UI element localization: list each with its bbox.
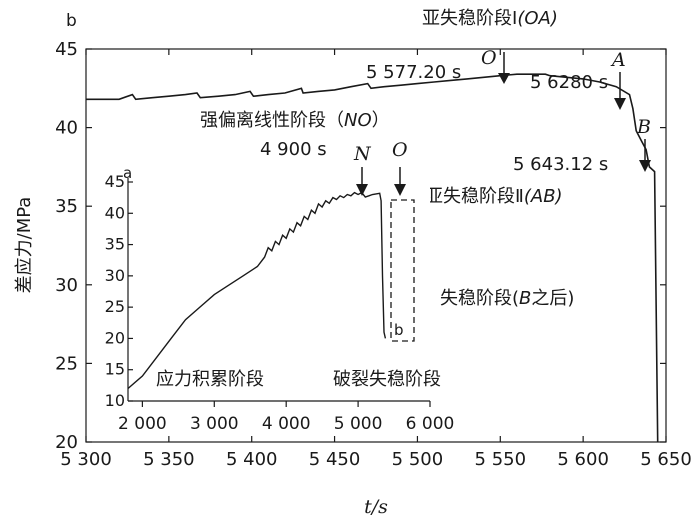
- inset-zoom-box-label: b: [394, 321, 404, 339]
- region-label-rupture-instability: 破裂失稳阶段: [333, 369, 441, 390]
- x-axis-title: t/s: [364, 496, 388, 518]
- annotation-time-n: 4 900 s: [260, 139, 327, 160]
- main-x-tick-label: 5 400: [226, 449, 278, 470]
- panel-label-a: a: [123, 164, 132, 182]
- inset-series-line: [127, 191, 387, 390]
- main-y-tick-label: 40: [55, 118, 78, 139]
- inset-axis-ticks: [128, 181, 431, 407]
- annotation-time-o: 5 577.20 s: [366, 62, 461, 83]
- arrow-inset-o-head: [394, 184, 406, 196]
- annotation-sub-instability-2: 亚失稳阶段Ⅱ(AB): [425, 186, 563, 207]
- region-label-stress-accumulation: 应力积累阶段: [156, 369, 264, 390]
- main-x-tick-label: 5 600: [557, 449, 609, 470]
- main-y-tick-label: 35: [55, 196, 78, 217]
- main-axis-tick-labels: 5 300 5 350 5 400 5 450 5 500 5 550 5 600 5 650…: [55, 39, 692, 470]
- y-axis-title: 差应力/MPa: [14, 197, 35, 294]
- point-label-b: B: [636, 116, 651, 138]
- inset-background: [128, 178, 430, 398]
- main-y-tick-label: 20: [55, 432, 78, 453]
- main-axis-ticks: [85, 48, 667, 443]
- main-x-tick-label: 5 450: [309, 449, 361, 470]
- main-x-tick-label: 5 350: [143, 449, 195, 470]
- inset-y-tick-label: 20: [105, 328, 125, 347]
- main-y-tick-label: 30: [55, 275, 78, 296]
- panel-label-b: b: [66, 11, 77, 31]
- main-y-tick-label: 45: [55, 39, 78, 60]
- inset-y-tick-label: 40: [105, 203, 125, 222]
- main-x-tick-label: 5 650: [640, 449, 692, 470]
- inset-y-tick-label: 30: [105, 266, 125, 285]
- arrow-b-head: [639, 160, 651, 172]
- annotation-time-b: 5 643.12 s: [513, 154, 608, 175]
- inset-y-tick-label: 10: [105, 391, 125, 410]
- inset-point-label-n: N: [353, 143, 372, 165]
- inset-y-tick-label: 35: [105, 235, 125, 254]
- main-x-tick-label: 5 550: [475, 449, 527, 470]
- inset-plot: 2 000 3 000 4 000 5 000 6 000 10 15 20 25 30 35 40 4…: [105, 139, 455, 434]
- annotation-instability: 失稳阶段(B之后): [440, 288, 574, 309]
- inset-y-tick-label: 15: [105, 360, 125, 379]
- inset-x-tick-label: 6 000: [406, 414, 455, 434]
- arrow-o-head: [498, 73, 510, 84]
- inset-x-tick-label: 5 000: [334, 414, 383, 434]
- point-label-o: O: [481, 47, 497, 69]
- inset-axis-tick-labels: 2 000 3 000 4 000 5 000 6 000 10 15 20 25 30 35 40 4…: [105, 172, 455, 434]
- inset-x-tick-label: 2 000: [118, 414, 167, 434]
- arrow-a-head: [614, 98, 626, 110]
- inset-y-tick-label: 25: [105, 297, 125, 316]
- inset-x-tick-label: 4 000: [262, 414, 311, 434]
- main-y-tick-label: 25: [55, 353, 78, 374]
- inset-x-tick-label: 3 000: [190, 414, 239, 434]
- inset-point-label-o: O: [392, 139, 408, 161]
- arrow-n-head: [356, 184, 368, 196]
- annotation-time-a: 5 6280 s: [530, 72, 608, 93]
- main-x-tick-label: 5 500: [392, 449, 444, 470]
- main-plot-frame: [85, 48, 667, 443]
- annotation-strong-deviation: 强偏离线性阶段（NO）: [200, 110, 390, 131]
- point-label-a: A: [610, 49, 626, 71]
- main-x-tick-label: 5 300: [60, 449, 112, 470]
- inset-y-tick-label: 45: [105, 172, 125, 191]
- annotation-sub-instability-1: 亚失稳阶段Ⅰ(OA): [422, 8, 558, 29]
- inset-zoom-box: [390, 199, 415, 342]
